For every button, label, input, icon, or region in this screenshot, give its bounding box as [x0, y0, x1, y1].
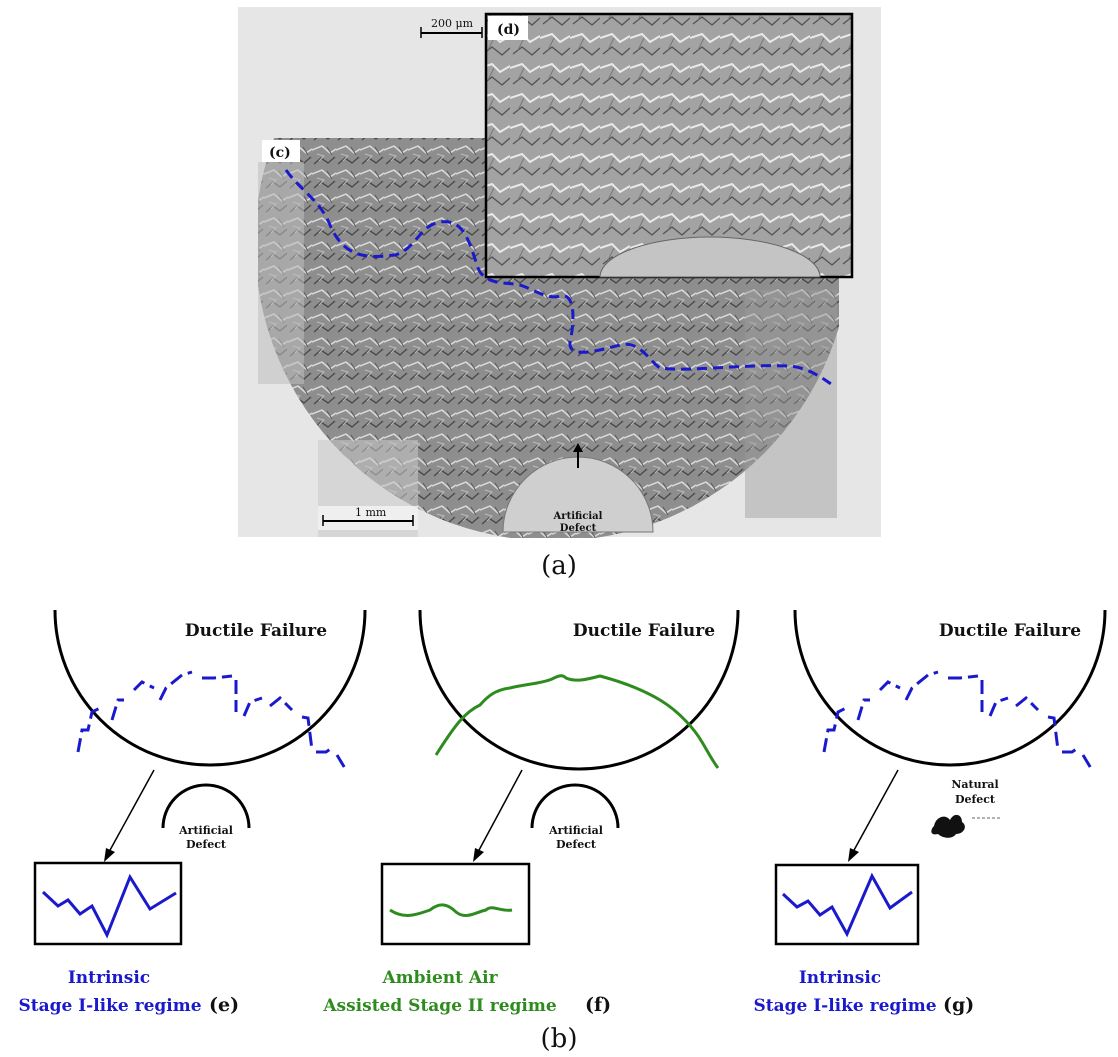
specimen-outline-e	[53, 609, 367, 767]
pointer-arrow-f	[477, 769, 523, 853]
defect-label-line2: Defect	[560, 523, 597, 534]
inset-d-ridge	[599, 236, 821, 278]
profile-line-f	[389, 903, 513, 917]
letter-f: (f)	[585, 994, 611, 1016]
regime-f-line2: Assisted Stage II regime	[322, 996, 557, 1016]
diagram-e-title: Ductile Failure	[185, 621, 327, 641]
defect-label-f-2: Defect	[556, 838, 597, 851]
defect-label-g-1: Natural	[951, 778, 998, 791]
caption-b: (b)	[541, 1024, 578, 1054]
specimen-outline-g	[793, 609, 1107, 767]
label-d-box	[488, 16, 528, 40]
letter-g: (g)	[943, 994, 974, 1016]
diagram-f: Ductile Failure Artificial Defect Ambien…	[322, 609, 740, 1016]
pointer-arrowhead-f	[473, 848, 484, 862]
left-mount	[258, 162, 304, 384]
crack-front-e	[76, 670, 348, 771]
crack-front-f	[434, 674, 720, 769]
regime-g-line2: Stage I-like regime	[753, 996, 936, 1016]
artificial-defect-f	[530, 783, 620, 829]
scale-bar-bottom-label: 1 mm	[355, 506, 387, 519]
defect-label-f-1: Artificial	[548, 824, 603, 837]
crack-front-dashed	[284, 169, 835, 388]
profile-line-g	[781, 872, 913, 938]
defect-label-e-2: Defect	[186, 838, 227, 851]
diagram-e: Ductile Failure Artificial Defect Intrin…	[18, 609, 367, 1016]
artificial-defect-image	[502, 456, 654, 533]
pointer-arrow-e	[108, 769, 155, 853]
defect-label-line1: Artificial	[553, 511, 603, 522]
regime-f-line1: Ambient Air	[381, 968, 498, 988]
defect-label-e-1: Artificial	[178, 824, 233, 837]
pointer-arrowhead-g	[848, 848, 859, 862]
letter-e: (e)	[209, 994, 239, 1016]
defect-label-g-2: Defect	[955, 793, 996, 806]
diagram-g-title: Ductile Failure	[939, 621, 1081, 641]
pointer-arrow-g	[852, 769, 899, 853]
regime-e-line1: Intrinsic	[68, 968, 150, 988]
regime-e-line2: Stage I-like regime	[18, 996, 201, 1016]
profile-line-e	[41, 873, 177, 939]
diagram-f-title: Ductile Failure	[573, 621, 715, 641]
inset-d	[484, 12, 854, 279]
scale-bar-bottom-box	[318, 506, 418, 530]
panel-a: (c) (d) 200 μm 1 mm Artificial Defect (a…	[238, 7, 881, 581]
natural-defect-blob	[931, 814, 965, 838]
right-mount	[745, 290, 837, 518]
regime-g-line1: Intrinsic	[799, 968, 881, 988]
caption-a: (a)	[541, 551, 577, 581]
diagram-g: Ductile Failure Natural Defect Intrinsic…	[753, 609, 1107, 1016]
pointer-arrowhead-e	[104, 848, 115, 862]
label-c-box	[262, 140, 300, 162]
specimen-outline-f	[418, 609, 740, 771]
scale-bar-top-label: 200 μm	[431, 17, 474, 30]
defect-arrowhead	[573, 443, 583, 452]
label-c: (c)	[269, 145, 291, 161]
artificial-defect-e	[161, 783, 251, 829]
profile-box-f	[380, 862, 531, 946]
crack-front-g	[822, 670, 1094, 771]
panel-b: Ductile Failure Artificial Defect Intrin…	[18, 609, 1107, 1054]
label-d: (d)	[497, 22, 520, 38]
